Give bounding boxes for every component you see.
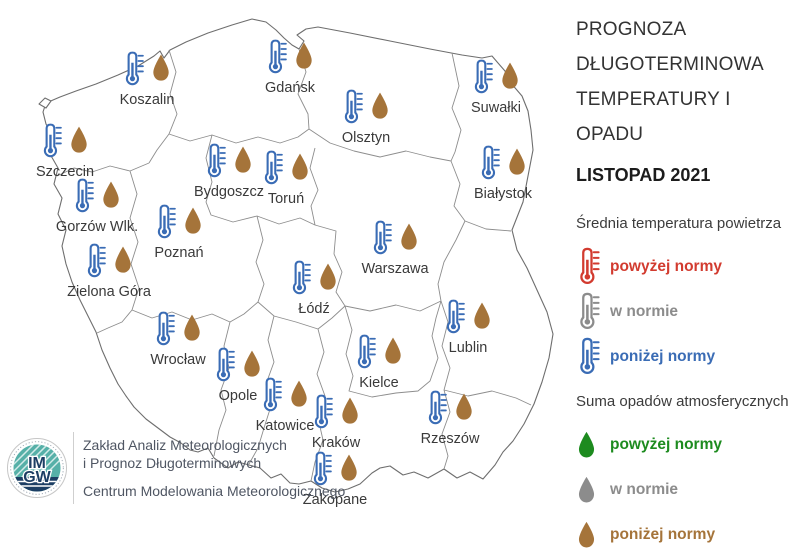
droplet-in-norm-icon [576,476,610,504]
droplet-below-norm-icon [502,62,518,89]
city-label: Suwałki [471,100,521,116]
poland-border [42,18,554,493]
city-marker: Kielce [357,334,401,391]
legend-row-precip-above: powyżej normy [576,422,800,467]
footer-org-text: Zakład Analiz Meteorologicznych i Progno… [83,436,345,501]
logo-text-im: IM [28,455,46,472]
legend-label: powyżej normy [610,257,722,275]
city-marker: Lublin [446,299,490,356]
city-label: Toruń [268,191,304,207]
precipitation-legend-header: Suma opadów atmosferycznych [576,393,789,410]
city-marker: Koszalin [120,51,175,108]
city-marker: Opole [216,347,260,404]
island-shape [38,97,52,109]
city-marker: Zielona Góra [67,243,152,300]
logo-text-gw: GW [23,469,51,486]
city-label: Zakopane [303,492,368,508]
legend-label: powyżej normy [610,435,722,453]
city-marker: Białystok [474,145,533,202]
city-marker: Katowice [256,377,315,434]
legend-row-precip-below: poniżej normy [576,512,800,557]
city-marker: Szczecin [36,123,94,180]
city-marker: Gorzów Wlk. [56,178,138,235]
city-label: Olsztyn [342,130,390,146]
city-label: Gdańsk [265,80,316,96]
poland-map: Koszalin Gdańsk Suwałki Szczecin Olsztyn Biał… [36,18,554,508]
city-markers: Koszalin Gdańsk Suwałki Szczecin Olsztyn Biał… [36,39,533,508]
page-title-line-3: TEMPERATURY I OPADU [576,89,731,145]
city-label: Poznań [154,245,203,261]
thermometer-in-norm-icon [576,292,610,331]
footer: IM GW Zakład Analiz Meteorologicznych i … [6,432,345,504]
city-marker: Suwałki [471,59,521,116]
legend-row-temp-above: powyżej normy [576,244,800,289]
org-center-line: Centrum Modelowania Meteorologicznego [83,482,346,499]
droplet-below-norm-icon [576,521,610,549]
city-marker: Olsztyn [342,89,390,146]
legend-label: poniżej normy [610,525,716,543]
city-marker: Bydgoszcz [194,143,264,200]
thermometer-below-norm-icon [576,337,610,376]
city-marker: Poznań [154,204,204,261]
city-label: Warszawa [361,261,429,277]
legend-label: poniżej normy [610,347,716,365]
thermometer-above-norm-icon [576,247,610,286]
city-marker: Rzeszów [421,390,480,447]
legend-row-temp-below: poniżej normy [576,334,800,379]
city-label: Rzeszów [421,431,480,447]
city-label: Koszalin [120,92,175,108]
city-label: Białystok [474,186,533,202]
city-label: Opole [219,388,258,404]
page-title-line-2: DŁUGOTERMINOWA [576,54,764,75]
city-marker: Zakopane [303,451,368,508]
city-marker: Warszawa [361,220,430,277]
city-label: Kraków [312,435,361,451]
city-label: Szczecin [36,164,94,180]
city-label: Zielona Góra [67,284,152,300]
forecast-panel: PROGNOZA DŁUGOTERMINOWA TEMPERATURY I OP… [576,12,800,557]
legend-label: w normie [610,302,679,320]
city-label: Wrocław [150,352,206,368]
city-marker: Kraków [312,394,361,451]
imgw-logo: IM GW [7,438,67,498]
city-label: Lublin [449,340,488,356]
legend-label: w normie [610,480,679,498]
footer-divider [73,432,74,504]
city-label: Bydgoszcz [194,184,264,200]
city-marker: Toruń [264,150,308,207]
city-marker: Gdańsk [265,39,316,96]
droplet-above-norm-icon [576,431,610,459]
temperature-legend-header: Średnia temperatura powietrza [576,215,782,232]
legend-row-precip-normal: w normie [576,467,800,512]
city-label: Gorzów Wlk. [56,219,138,235]
forecast-month: LISTOPAD 2021 [576,165,711,185]
city-label: Katowice [256,418,315,434]
city-label: Łódź [298,301,329,317]
page-title-line-1: PROGNOZA [576,19,687,40]
city-marker: Wrocław [150,311,206,368]
org-line-1: Zakład Analiz Meteorologicznych [83,436,287,453]
city-marker: Łódź [292,260,336,317]
org-line-2: i Prognoz Długoterminowych [83,455,262,472]
city-label: Kielce [359,375,399,391]
legend-row-temp-normal: w normie [576,289,800,334]
